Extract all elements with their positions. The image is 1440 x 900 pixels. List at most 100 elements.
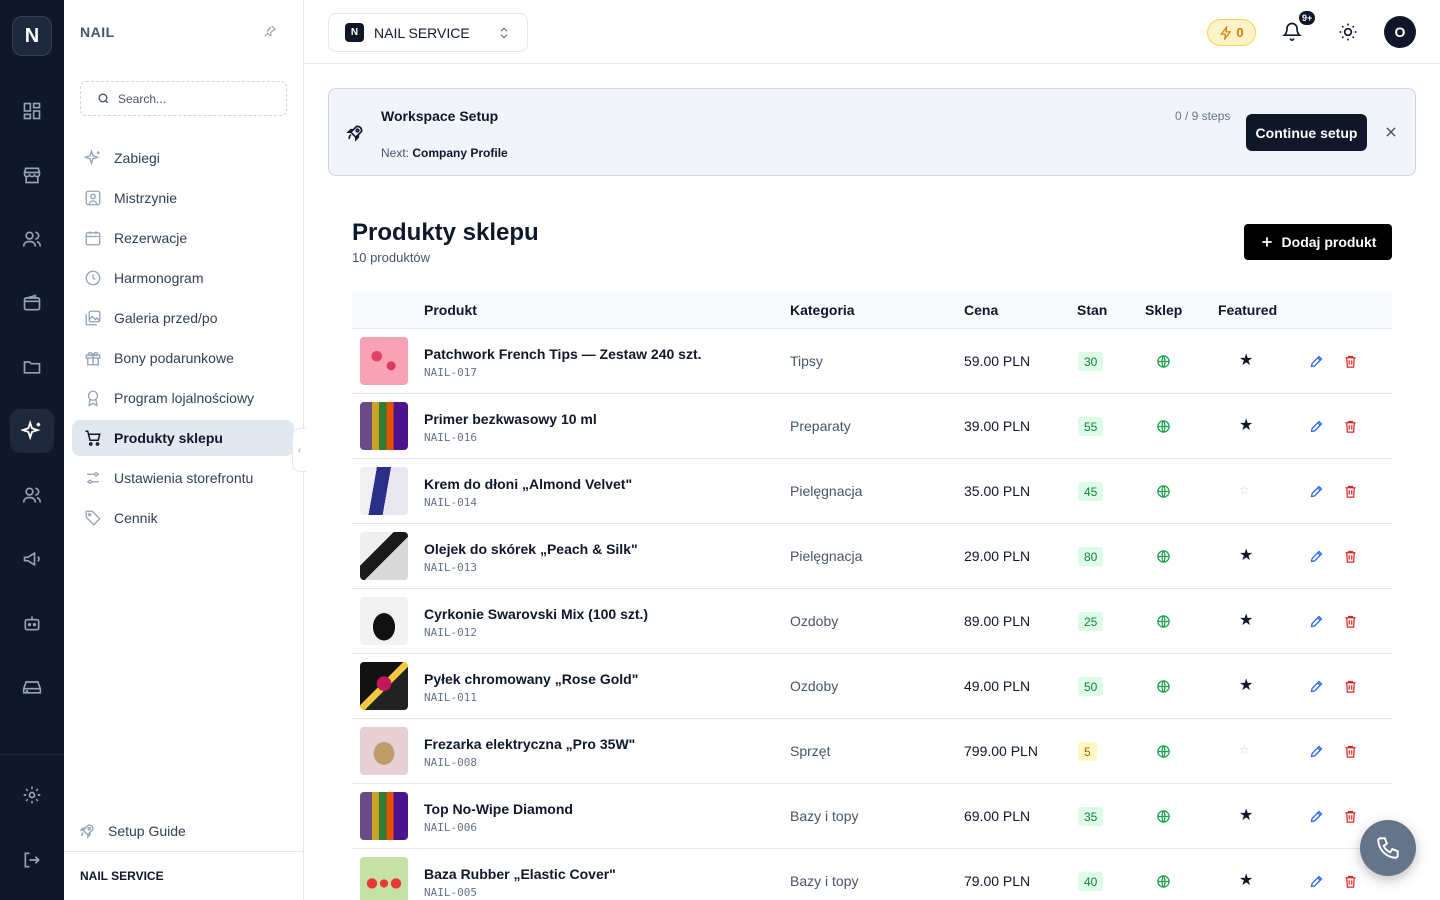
header-product[interactable]: Produkt xyxy=(424,302,477,318)
table-row[interactable]: Olejek do skórek „Peach & Silk" NAIL-013… xyxy=(352,524,1392,589)
sidebar-item-produkty[interactable]: Produkty sklepu xyxy=(72,420,294,456)
product-name[interactable]: Frezarka elektryczna „Pro 35W" xyxy=(424,736,636,752)
table-row[interactable]: Baza Rubber „Elastic Cover" NAIL-005 Baz… xyxy=(352,849,1392,900)
globe-icon[interactable] xyxy=(1156,614,1171,629)
featured-star-icon[interactable]: ★ xyxy=(1239,417,1254,434)
globe-icon[interactable] xyxy=(1156,874,1171,889)
trash-icon[interactable] xyxy=(1343,874,1358,889)
globe-icon[interactable] xyxy=(1156,484,1171,499)
edit-icon[interactable] xyxy=(1309,354,1324,369)
credits-badge[interactable]: 0 xyxy=(1207,19,1256,46)
sidebar-item-bony[interactable]: Bony podarunkowe xyxy=(72,340,294,376)
edit-icon[interactable] xyxy=(1309,549,1324,564)
edit-icon[interactable] xyxy=(1309,874,1324,889)
featured-star-icon[interactable]: ★ xyxy=(1239,807,1254,824)
globe-icon[interactable] xyxy=(1156,679,1171,694)
header-featured[interactable]: Featured xyxy=(1218,302,1278,318)
trash-icon[interactable] xyxy=(1343,419,1358,434)
drive-icon[interactable] xyxy=(10,665,54,709)
trash-icon[interactable] xyxy=(1343,744,1358,759)
product-name[interactable]: Pyłek chromowany „Rose Gold" xyxy=(424,671,639,687)
trash-icon[interactable] xyxy=(1343,484,1358,499)
header-price[interactable]: Cena xyxy=(964,302,999,318)
table-row[interactable]: Patchwork French Tips — Zestaw 240 szt. … xyxy=(352,329,1392,394)
product-name[interactable]: Cyrkonie Swarovski Mix (100 szt.) xyxy=(424,606,649,622)
continue-setup-button[interactable]: Continue setup xyxy=(1246,114,1367,151)
table-row[interactable]: Cyrkonie Swarovski Mix (100 szt.) NAIL-0… xyxy=(352,589,1392,654)
table-row[interactable]: Frezarka elektryczna „Pro 35W" NAIL-008 … xyxy=(352,719,1392,784)
close-icon[interactable] xyxy=(1384,125,1398,139)
edit-icon[interactable] xyxy=(1309,809,1324,824)
sidebar-item-harmonogram[interactable]: Harmonogram xyxy=(72,260,294,296)
megaphone-icon[interactable] xyxy=(10,537,54,581)
featured-star-icon[interactable]: ★ xyxy=(1239,677,1254,694)
globe-icon[interactable] xyxy=(1156,809,1171,824)
product-name[interactable]: Top No-Wipe Diamond xyxy=(424,801,573,817)
product-name[interactable]: Olejek do skórek „Peach & Silk" xyxy=(424,541,638,557)
add-product-button[interactable]: Dodaj produkt xyxy=(1244,224,1392,260)
featured-star-icon[interactable]: ☆ xyxy=(1239,743,1250,757)
sidebar-item-zabiegi[interactable]: Zabiegi xyxy=(72,140,294,176)
edit-icon[interactable] xyxy=(1309,419,1324,434)
team-icon[interactable] xyxy=(10,473,54,517)
sidebar-item-lojalnosc[interactable]: Program lojalnościowy xyxy=(72,380,294,416)
settings-icon[interactable] xyxy=(10,773,54,817)
collapse-sidebar-button[interactable]: ‹ xyxy=(292,428,306,472)
sidebar-item-mistrzynie[interactable]: Mistrzynie xyxy=(72,180,294,216)
header-shop[interactable]: Sklep xyxy=(1145,302,1183,318)
users-icon[interactable] xyxy=(10,217,54,261)
globe-icon[interactable] xyxy=(1156,549,1171,564)
edit-icon[interactable] xyxy=(1309,614,1324,629)
sun-icon[interactable] xyxy=(1338,22,1358,42)
sidebar-item-cennik[interactable]: Cennik xyxy=(72,500,294,536)
featured-star-icon[interactable]: ★ xyxy=(1239,547,1254,564)
search-input[interactable]: Search... xyxy=(80,81,287,116)
bot-icon[interactable] xyxy=(10,601,54,645)
logout-icon[interactable] xyxy=(10,838,54,882)
avatar[interactable]: O xyxy=(1384,16,1416,48)
globe-icon[interactable] xyxy=(1156,354,1171,369)
product-name[interactable]: Primer bezkwasowy 10 ml xyxy=(424,411,597,427)
sidebar-item-storefront[interactable]: Ustawienia storefrontu xyxy=(72,460,294,496)
product-category: Tipsy xyxy=(790,353,823,369)
sparkles-rail-icon[interactable] xyxy=(10,409,54,453)
dashboard-icon[interactable] xyxy=(10,89,54,133)
featured-star-icon[interactable]: ☆ xyxy=(1239,483,1250,497)
folder-icon[interactable] xyxy=(10,345,54,389)
table-header: Produkt Kategoria Cena Stan Sklep Featur… xyxy=(352,292,1392,329)
store-icon[interactable] xyxy=(10,153,54,197)
header-category[interactable]: Kategoria xyxy=(790,302,855,318)
table-row[interactable]: Krem do dłoni „Almond Velvet" NAIL-014 P… xyxy=(352,459,1392,524)
table-row[interactable]: Pyłek chromowany „Rose Gold" NAIL-011 Oz… xyxy=(352,654,1392,719)
sidebar-item-galeria[interactable]: Galeria przed/po xyxy=(72,300,294,336)
table-row[interactable]: Primer bezkwasowy 10 ml NAIL-016 Prepara… xyxy=(352,394,1392,459)
phone-call-button[interactable] xyxy=(1360,820,1416,876)
edit-icon[interactable] xyxy=(1309,484,1324,499)
product-name[interactable]: Patchwork French Tips — Zestaw 240 szt. xyxy=(424,346,702,362)
globe-icon[interactable] xyxy=(1156,744,1171,759)
product-name[interactable]: Baza Rubber „Elastic Cover" xyxy=(424,866,616,882)
workspace-selector[interactable]: N NAIL SERVICE xyxy=(328,13,528,52)
trash-icon[interactable] xyxy=(1343,679,1358,694)
table-row[interactable]: Top No-Wipe Diamond NAIL-006 Bazy i topy… xyxy=(352,784,1392,849)
edit-icon[interactable] xyxy=(1309,679,1324,694)
bell-icon[interactable] xyxy=(1282,21,1302,41)
trash-icon[interactable] xyxy=(1343,354,1358,369)
product-name[interactable]: Krem do dłoni „Almond Velvet" xyxy=(424,476,633,492)
globe-icon[interactable] xyxy=(1156,419,1171,434)
setup-guide-link[interactable]: Setup Guide xyxy=(78,822,186,840)
trash-icon[interactable] xyxy=(1343,614,1358,629)
featured-star-icon[interactable]: ★ xyxy=(1239,612,1254,629)
products-table: Produkt Kategoria Cena Stan Sklep Featur… xyxy=(352,292,1392,900)
sidebar-footer-workspace[interactable]: NAIL SERVICE xyxy=(64,851,303,900)
wallet-icon[interactable] xyxy=(10,281,54,325)
app-logo[interactable]: N xyxy=(12,16,52,56)
featured-star-icon[interactable]: ★ xyxy=(1239,352,1254,369)
edit-icon[interactable] xyxy=(1309,744,1324,759)
header-stock[interactable]: Stan xyxy=(1077,302,1108,318)
trash-icon[interactable] xyxy=(1343,549,1358,564)
pin-icon[interactable] xyxy=(263,24,277,38)
trash-icon[interactable] xyxy=(1343,809,1358,824)
sidebar-item-rezerwacje[interactable]: Rezerwacje xyxy=(72,220,294,256)
featured-star-icon[interactable]: ★ xyxy=(1239,872,1254,889)
